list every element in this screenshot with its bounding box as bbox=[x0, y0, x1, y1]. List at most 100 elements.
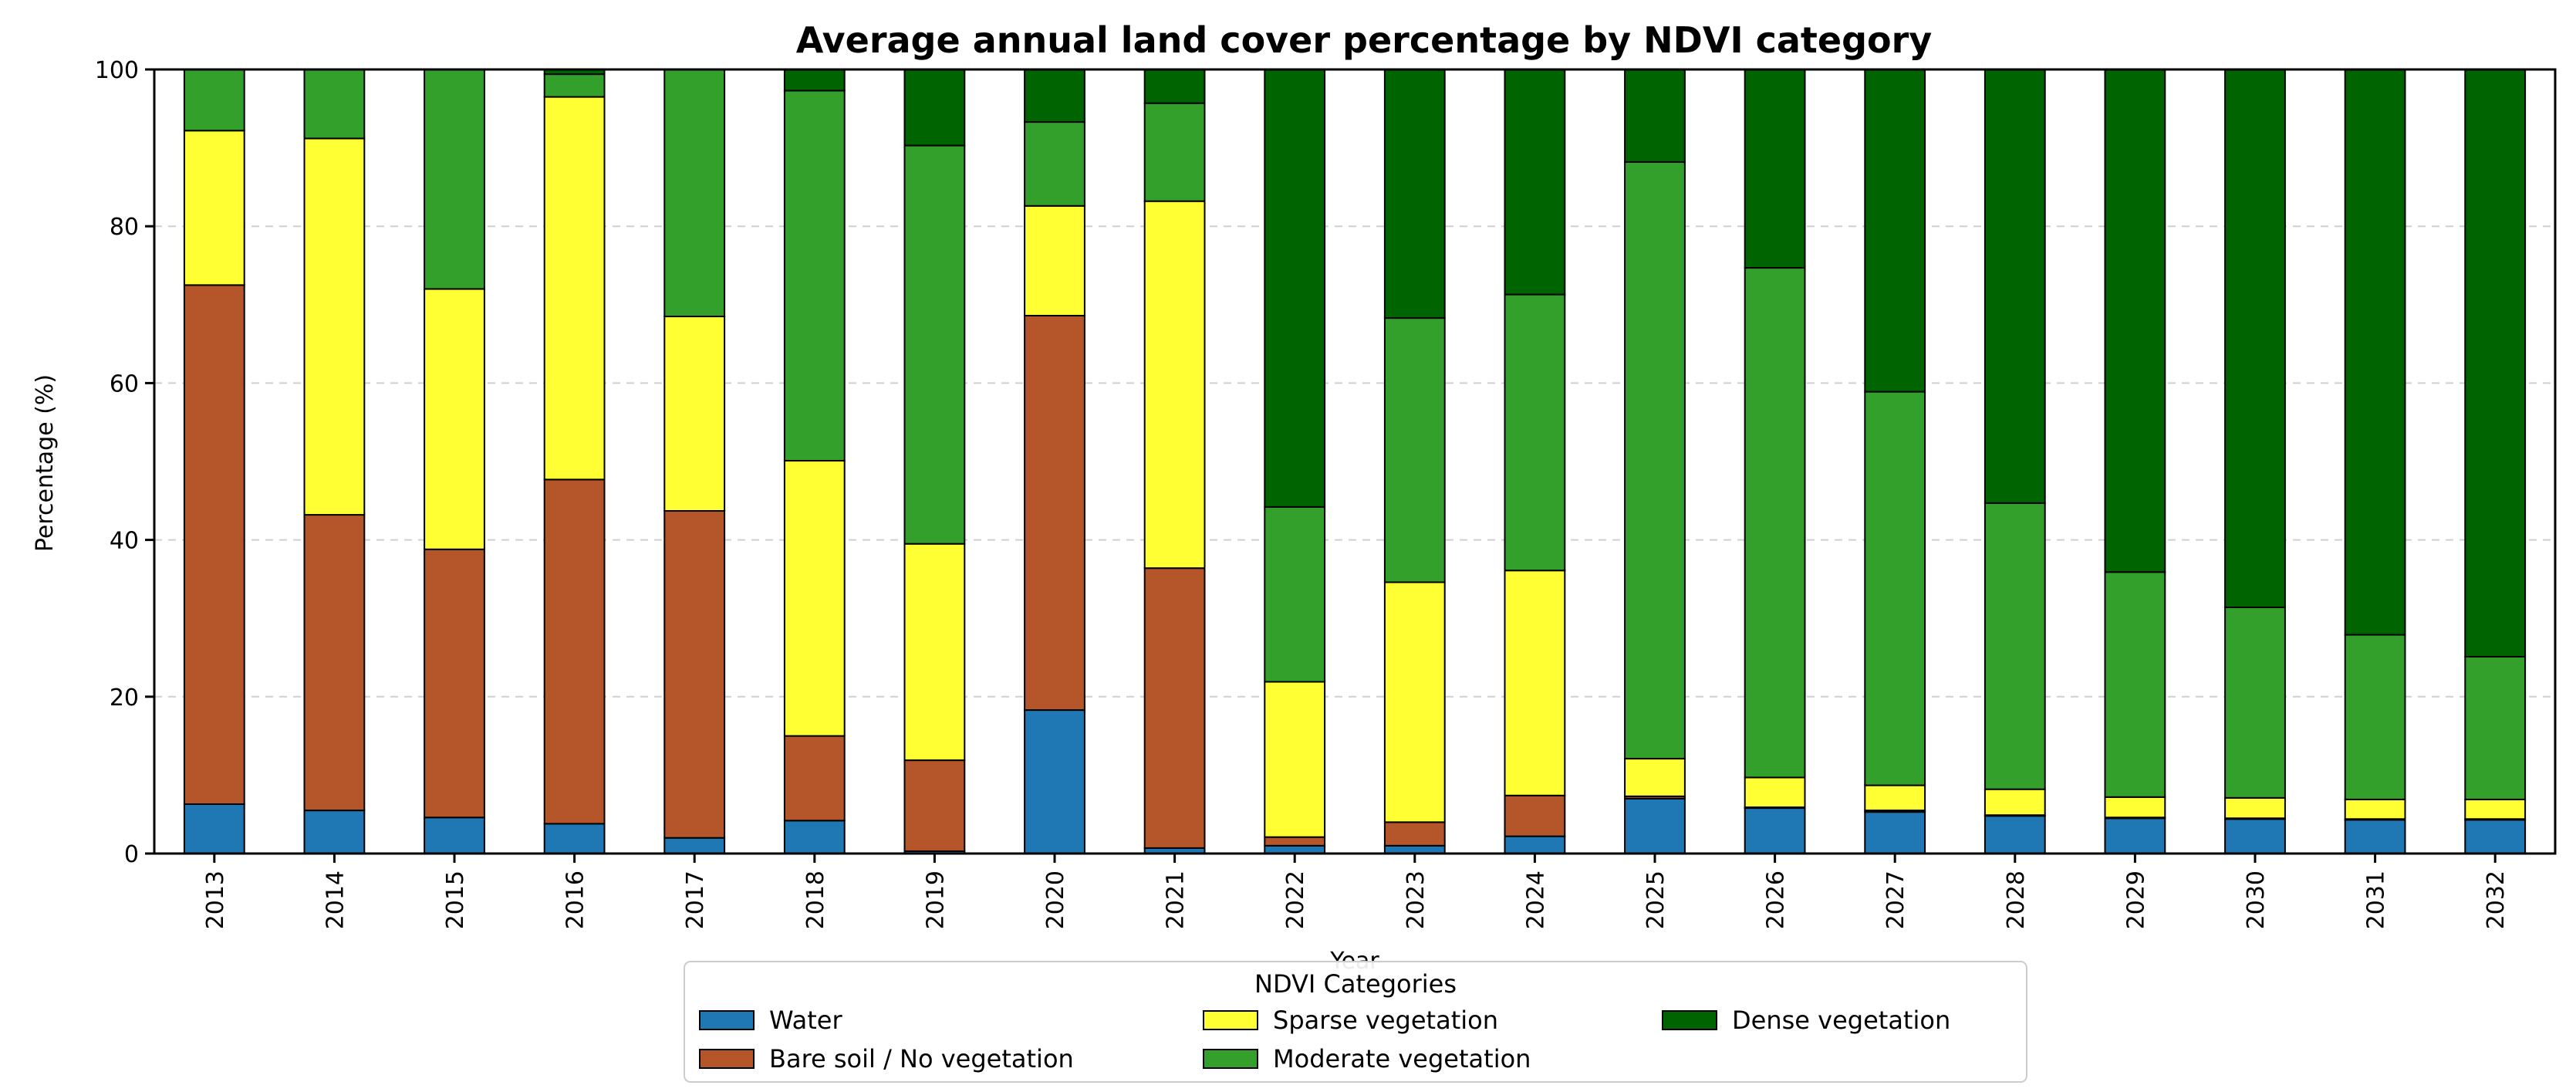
bar-2030-moderate-vegetation bbox=[2224, 606, 2286, 799]
bar-2016-water bbox=[543, 823, 606, 854]
plot-area-frame bbox=[153, 68, 2557, 855]
bar-2032-water bbox=[2464, 819, 2527, 855]
bar-2022-bare-soil-no-vegetation bbox=[1264, 836, 1326, 847]
bar-2026-water bbox=[1744, 807, 1806, 855]
bar-2018-water bbox=[783, 820, 846, 855]
bar-2015-sparse-vegetation bbox=[424, 288, 485, 550]
x-tick-label: 2025 bbox=[1642, 871, 1670, 929]
x-tick-label: 2018 bbox=[802, 871, 829, 929]
x-tick-label: 2032 bbox=[2483, 871, 2510, 929]
legend-label: Bare soil / No vegetation bbox=[769, 1044, 1074, 1073]
x-tick-label: 2023 bbox=[1403, 871, 1430, 929]
y-axis-ticks: 0 20 40 60 80 100 bbox=[95, 57, 154, 868]
y-tick-label: 80 bbox=[110, 214, 139, 241]
bar-2032-sparse-vegetation bbox=[2464, 798, 2527, 820]
x-tick-label: 2030 bbox=[2243, 871, 2270, 929]
bar-2026-moderate-vegetation bbox=[1744, 267, 1806, 779]
bar-2020-moderate-vegetation bbox=[1024, 121, 1085, 207]
x-tick-label: 2026 bbox=[1763, 871, 1790, 929]
bar-2013-sparse-vegetation bbox=[183, 130, 245, 286]
bar-2020-bare-soil-no-vegetation bbox=[1024, 315, 1085, 712]
x-tick-label: 2024 bbox=[1522, 871, 1549, 929]
x-tick-label: 2031 bbox=[2363, 871, 2390, 929]
bar-2021-moderate-vegetation bbox=[1143, 102, 1206, 202]
x-tick-label: 2013 bbox=[202, 871, 229, 929]
bar-2022-dense-vegetation bbox=[1264, 69, 1326, 508]
bar-2023-water bbox=[1383, 844, 1446, 854]
y-tick-label: 0 bbox=[124, 841, 139, 868]
legend-box bbox=[684, 961, 2027, 1083]
bar-2027-water bbox=[1864, 811, 1926, 854]
bar-2023-dense-vegetation bbox=[1383, 69, 1446, 319]
x-tick-label: 2015 bbox=[442, 871, 469, 929]
bar-2032-moderate-vegetation bbox=[2464, 655, 2527, 800]
bar-2028-water bbox=[1983, 815, 2046, 855]
bar-2032-dense-vegetation bbox=[2464, 69, 2527, 658]
x-tick-label: 2017 bbox=[682, 871, 709, 929]
bar-2024-bare-soil-no-vegetation bbox=[1504, 794, 1566, 837]
bar-2026-sparse-vegetation bbox=[1744, 776, 1806, 809]
bar-2020-dense-vegetation bbox=[1024, 69, 1085, 123]
x-tick-label: 2029 bbox=[2122, 871, 2149, 929]
legend-swatch bbox=[699, 1049, 755, 1069]
bar-2015-moderate-vegetation bbox=[424, 69, 485, 290]
bar-2031-dense-vegetation bbox=[2344, 69, 2406, 636]
legend-swatch bbox=[1203, 1049, 1258, 1069]
y-tick-label: 100 bbox=[95, 57, 139, 84]
bar-2016-bare-soil-no-vegetation bbox=[543, 478, 606, 825]
legend-label: Dense vegetation bbox=[1732, 1006, 1950, 1035]
bar-2017-moderate-vegetation bbox=[663, 69, 726, 318]
legend-label: Sparse vegetation bbox=[1273, 1006, 1498, 1035]
bar-2017-bare-soil-no-vegetation bbox=[663, 510, 726, 839]
x-tick-label: 2022 bbox=[1282, 871, 1309, 929]
bar-2025-sparse-vegetation bbox=[1624, 758, 1686, 797]
legend-label: Moderate vegetation bbox=[1273, 1044, 1531, 1073]
x-axis-ticks: 2013 2014 2015 2016 2017 2018 2019 2020 2021 2022… bbox=[202, 854, 2510, 929]
bar-2017-water bbox=[663, 837, 726, 855]
legend-swatch bbox=[1662, 1010, 1717, 1030]
legend-items: Water Bare soil / No vegetation Sparse veg… bbox=[699, 1006, 1950, 1073]
bar-2023-moderate-vegetation bbox=[1383, 317, 1446, 583]
x-tick-label: 2021 bbox=[1163, 871, 1190, 929]
x-tick-label: 2019 bbox=[922, 871, 949, 929]
bar-2018-moderate-vegetation bbox=[783, 90, 846, 461]
bar-2026-dense-vegetation bbox=[1744, 69, 1806, 269]
bar-2023-sparse-vegetation bbox=[1383, 581, 1446, 823]
bar-2021-dense-vegetation bbox=[1143, 69, 1206, 104]
bar-2031-sparse-vegetation bbox=[2344, 798, 2406, 820]
bar-2031-water bbox=[2344, 819, 2406, 855]
bar-2025-dense-vegetation bbox=[1624, 69, 1686, 163]
legend: NDVI Categories Water Bare soil / No vege… bbox=[684, 961, 2027, 1083]
bar-2016-moderate-vegetation bbox=[543, 73, 606, 98]
x-tick-label: 2027 bbox=[1882, 871, 1909, 929]
bars bbox=[183, 69, 2527, 855]
bar-2017-sparse-vegetation bbox=[663, 316, 726, 512]
bar-2022-sparse-vegetation bbox=[1264, 681, 1326, 838]
x-tick-label: 2028 bbox=[2003, 871, 2030, 929]
bar-2027-sparse-vegetation bbox=[1864, 784, 1926, 812]
bar-2018-bare-soil-no-vegetation bbox=[783, 735, 846, 822]
bar-2027-moderate-vegetation bbox=[1864, 390, 1926, 786]
bar-2019-sparse-vegetation bbox=[903, 543, 966, 762]
bar-2029-water bbox=[2104, 817, 2166, 855]
bar-2018-dense-vegetation bbox=[783, 69, 846, 92]
bar-2013-moderate-vegetation bbox=[183, 69, 245, 132]
y-tick-label: 60 bbox=[110, 370, 139, 397]
bar-2014-bare-soil-no-vegetation bbox=[303, 514, 366, 812]
bar-2030-sparse-vegetation bbox=[2224, 796, 2286, 820]
bar-2019-dense-vegetation bbox=[903, 69, 966, 147]
y-tick-label: 20 bbox=[110, 685, 139, 712]
bar-2019-moderate-vegetation bbox=[903, 144, 966, 545]
bar-2019-bare-soil-no-vegetation bbox=[903, 759, 966, 852]
bar-2014-water bbox=[303, 810, 366, 854]
bar-2025-moderate-vegetation bbox=[1624, 161, 1686, 760]
bar-2030-dense-vegetation bbox=[2224, 69, 2286, 608]
bar-2020-water bbox=[1024, 709, 1085, 855]
bar-2021-bare-soil-no-vegetation bbox=[1143, 567, 1206, 849]
legend-swatch bbox=[699, 1010, 755, 1030]
legend-title: NDVI Categories bbox=[1254, 969, 1457, 999]
bar-2030-water bbox=[2224, 818, 2286, 855]
legend-swatch bbox=[1203, 1010, 1258, 1030]
bar-2029-moderate-vegetation bbox=[2104, 571, 2166, 798]
